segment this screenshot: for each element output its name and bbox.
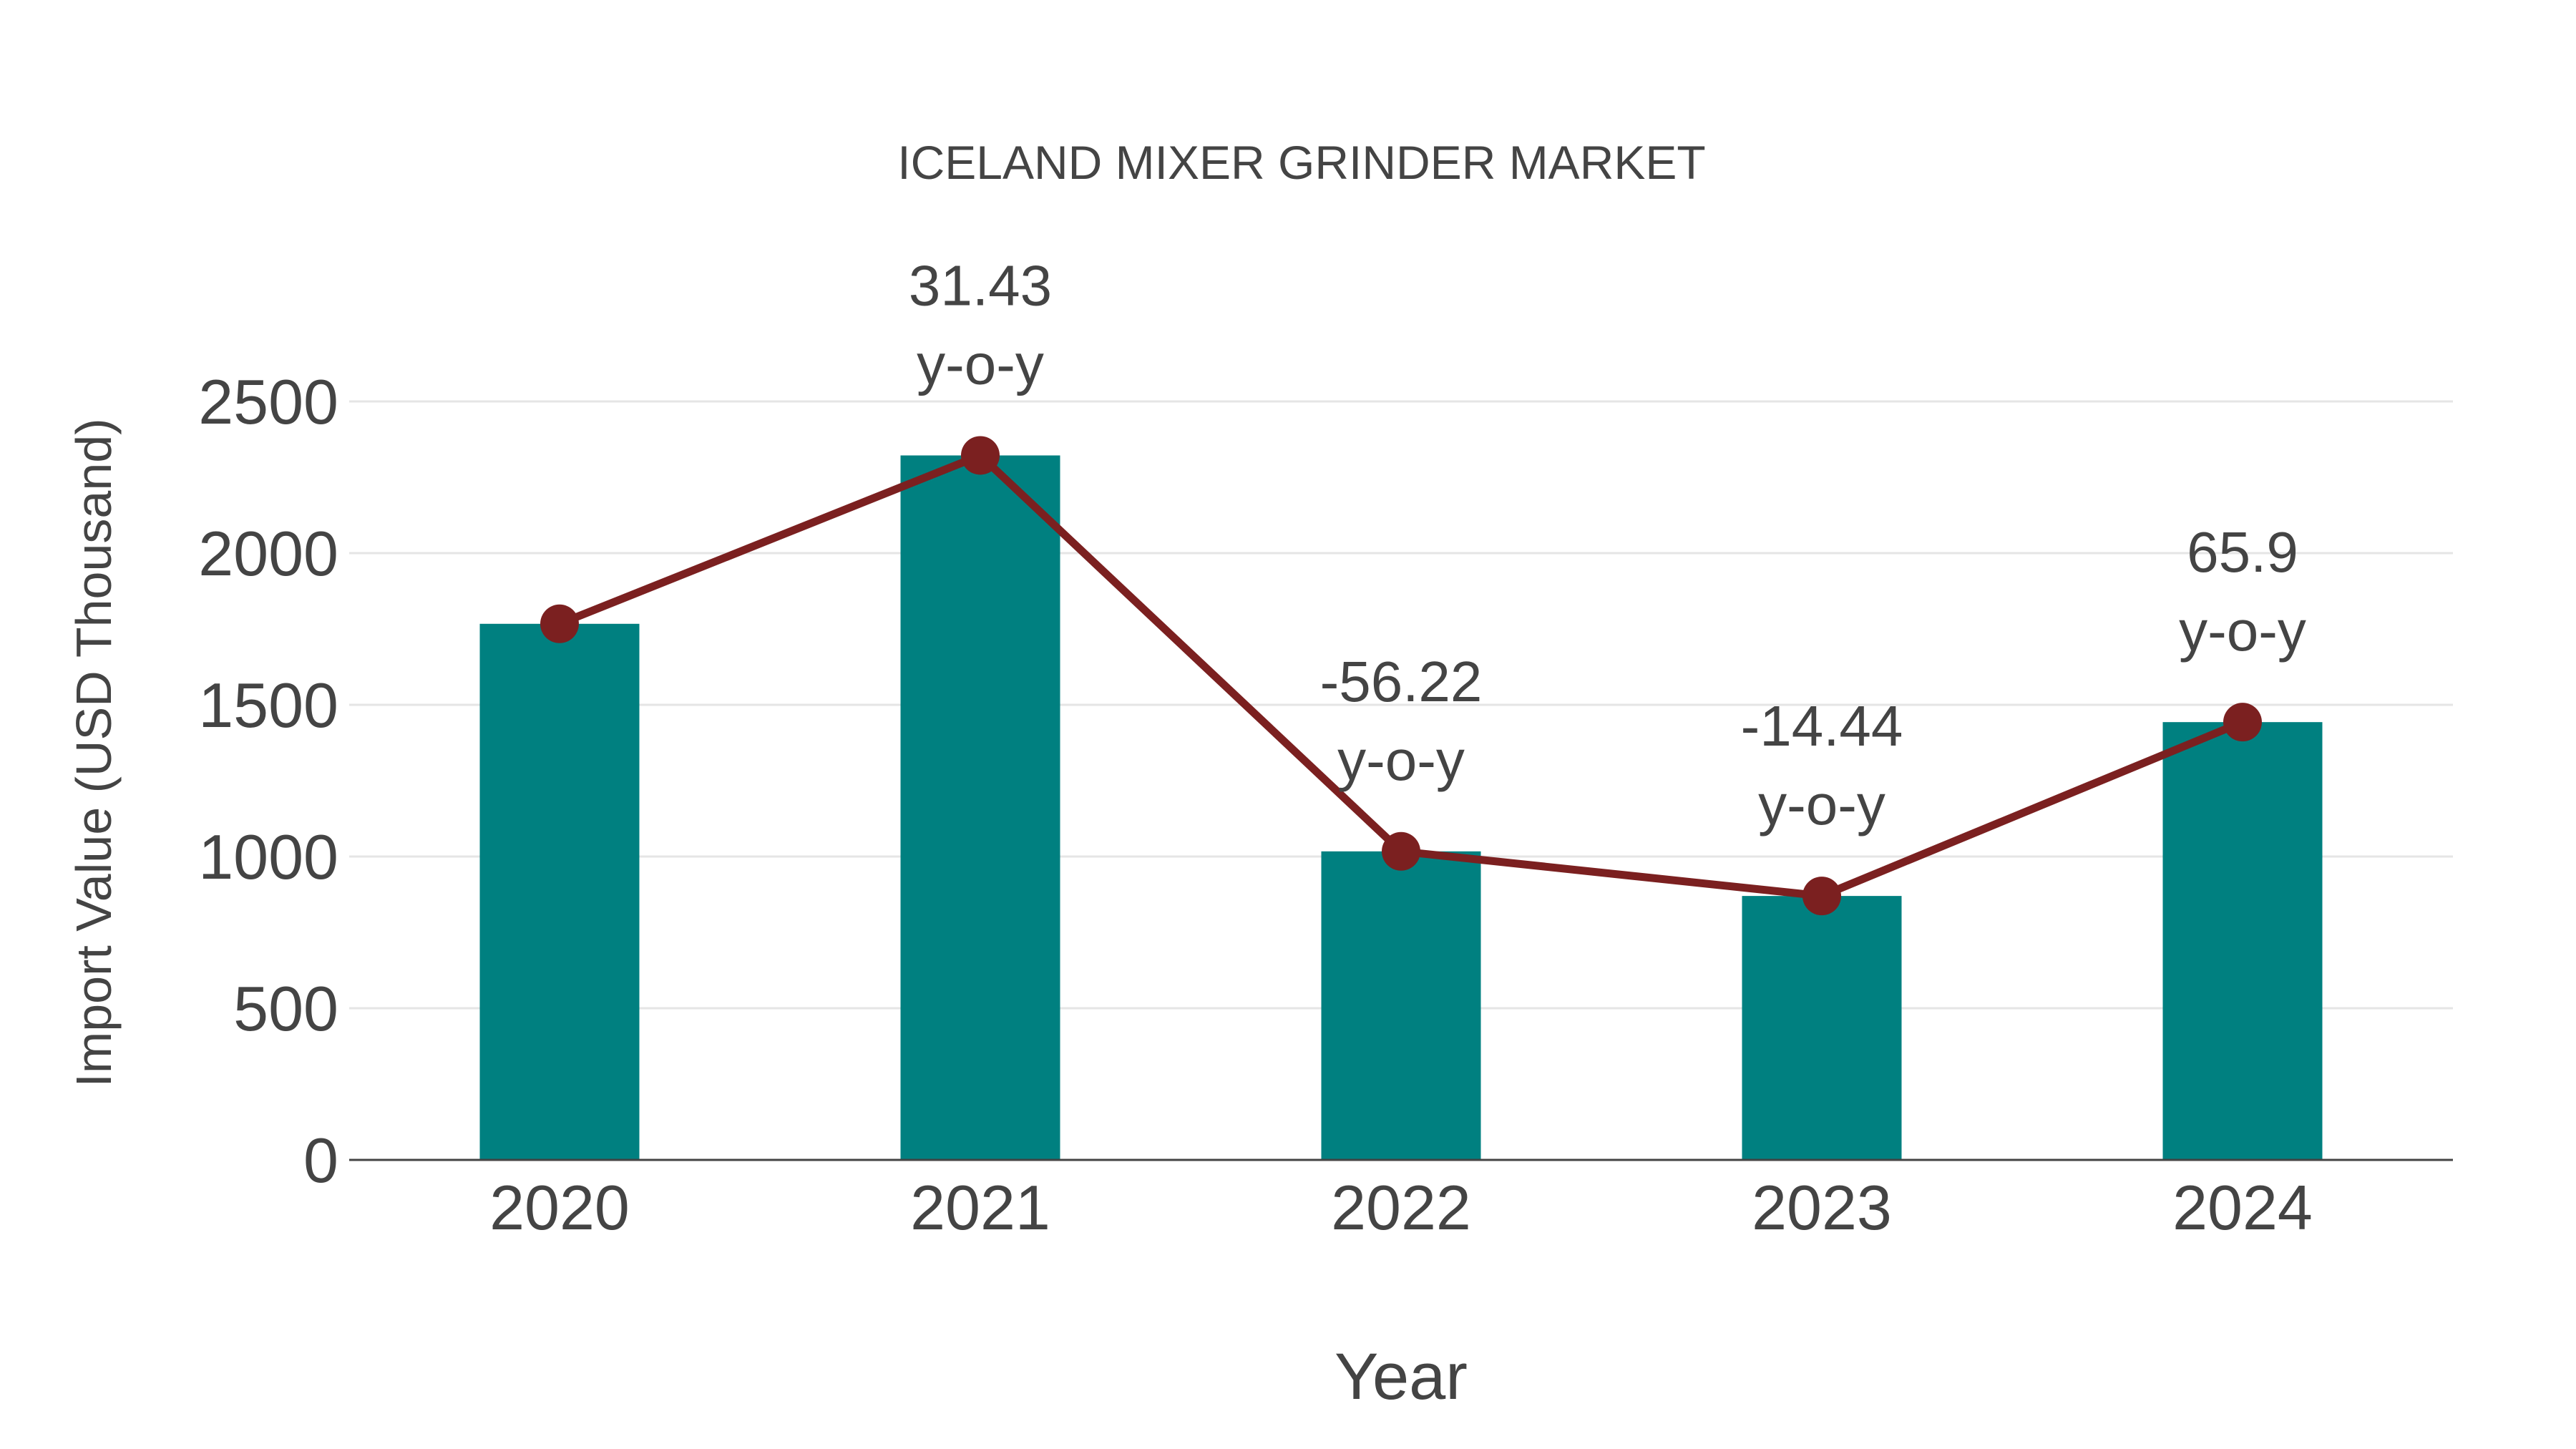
trend-marker-2022[interactable] xyxy=(1382,831,1420,871)
y-axis-title: Import Value (USD Thousand) xyxy=(66,418,122,1087)
x-tick-label: 2024 xyxy=(2172,1172,2313,1243)
yoy-value: 65.9 xyxy=(2187,520,2298,584)
y-tick-label: 2500 xyxy=(198,366,338,437)
trend-marker-2021[interactable] xyxy=(961,436,1000,475)
yoy-value: -56.22 xyxy=(1320,650,1483,713)
y-tick-label: 500 xyxy=(233,973,338,1044)
bar-2021[interactable] xyxy=(900,455,1060,1160)
bar-2024[interactable] xyxy=(2162,722,2323,1160)
y-axis-ticks: 0 500 1000 1500 2000 2500 xyxy=(198,366,338,1196)
yoy-value: -14.44 xyxy=(1741,694,1903,758)
y-tick-label: 1000 xyxy=(198,821,338,892)
yoy-label: y-o-y xyxy=(1758,773,1885,836)
bar-2023[interactable] xyxy=(1742,896,1902,1160)
yoy-label: y-o-y xyxy=(917,332,1044,396)
x-axis-ticks: 2020 2021 2022 2023 2024 xyxy=(489,1172,2313,1243)
gridlines xyxy=(349,400,2453,1010)
y-tick-label: 2000 xyxy=(198,518,338,589)
bars xyxy=(479,455,2323,1160)
trend-marker-2020[interactable] xyxy=(540,604,579,643)
yoy-value: 31.43 xyxy=(909,253,1052,317)
trend-line xyxy=(540,436,2262,916)
trend-marker-2024[interactable] xyxy=(2223,703,2262,742)
yoy-annotations: 31.43 y-o-y -56.22 y-o-y -14.44 y-o-y 65.9 y-o-… xyxy=(909,253,2306,836)
x-tick-label: 2021 xyxy=(910,1172,1050,1243)
y-tick-label: 1500 xyxy=(198,670,338,741)
x-axis-title: Year xyxy=(1335,1340,1468,1413)
yoy-label: y-o-y xyxy=(2179,599,2306,663)
bar-2020[interactable] xyxy=(479,623,640,1160)
x-tick-label: 2023 xyxy=(1752,1172,1892,1243)
trend-marker-2023[interactable] xyxy=(1802,877,1841,916)
chart-title: ICELAND MIXER GRINDER MARKET xyxy=(897,136,1705,189)
bar-2022[interactable] xyxy=(1321,851,1481,1160)
y-tick-label: 0 xyxy=(303,1125,338,1196)
yoy-label: y-o-y xyxy=(1337,728,1465,792)
x-tick-label: 2022 xyxy=(1331,1172,1471,1243)
x-tick-label: 2020 xyxy=(489,1172,630,1243)
